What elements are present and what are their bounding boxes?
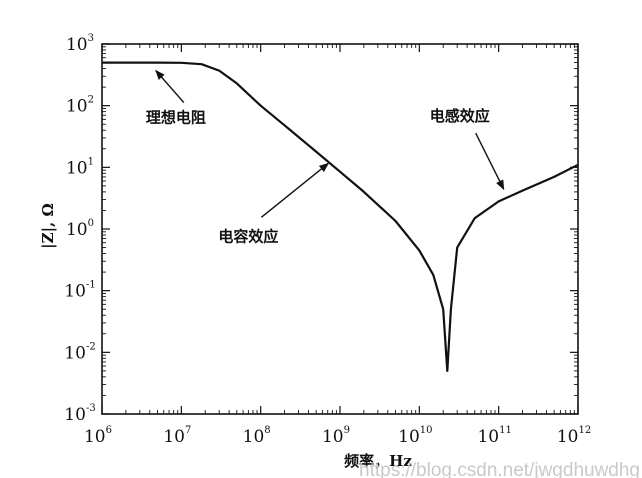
x-tick-label: 1010 [398,425,432,447]
impedance-curve [102,61,579,372]
y-tick-label-exp: -2 [86,341,96,352]
y-tick-label: 102 [66,95,94,117]
y-tick-label-exp: 0 [88,218,94,229]
axes [101,43,579,415]
x-tick-label-base: 10 [163,427,185,447]
x-tick-label-exp: 11 [499,425,512,436]
x-tick-label: 107 [163,425,191,447]
y-tick-label-exp: -1 [86,280,96,291]
x-tick-label-base: 10 [243,427,265,447]
x-axis-label: 频率，Hz [344,452,412,470]
x-tick-label-exp: 6 [106,425,112,436]
y-tick-label-base: 10 [64,343,86,363]
annotation-inductor: 电感效应 [430,107,490,125]
y-tick-label-base: 10 [66,97,88,117]
series-layer [102,61,579,372]
x-tick-label-exp: 10 [420,425,433,436]
y-tick-label-exp: 2 [88,95,94,106]
x-tick-label-base: 10 [557,427,579,447]
y-tick-label: 100 [66,218,94,240]
y-tick-label-base: 10 [66,158,88,178]
y-tick-label-base: 10 [66,35,88,55]
x-tick-label: 1011 [477,425,511,447]
x-tick-label: 109 [322,425,350,447]
y-tick-label: 101 [66,156,94,178]
x-tick-label-exp: 8 [264,425,270,436]
x-tick-label-base: 10 [84,427,106,447]
x-tick-label-base: 10 [322,427,344,447]
y-axis-label: |Z|, Ω [39,203,57,249]
x-tick-label: 106 [84,425,112,447]
y-tick-label-exp: 1 [88,156,94,167]
x-tick-label: 108 [243,425,271,447]
y-tick-label-exp: -3 [86,403,96,414]
annotation-arrow [260,162,330,218]
watermark: https://blog.csdn.net/jwgdhuwdhg [359,460,640,478]
x-tick-label-exp: 7 [185,425,191,436]
y-tick-label: 10-2 [64,341,95,363]
annotation-arrow [475,132,505,191]
y-tick-label: 10-3 [64,403,95,425]
annotation-capacitor: 电容效应 [218,227,278,245]
x-tick-label-base: 10 [477,427,499,447]
y-tick-label: 10-1 [64,280,95,302]
plot-frame [101,43,579,415]
annotation-resistor: 理想电阻 [146,109,206,127]
ticks: 106 107 108 109 1010 1011 101210310210110010-1… [64,33,591,447]
y-tick-label-base: 10 [64,282,86,302]
annotation-arrow [155,69,185,104]
y-tick-label-base: 10 [66,220,88,240]
x-tick-label-base: 10 [398,427,420,447]
y-tick-label-exp: 3 [88,33,94,44]
y-tick-label-base: 10 [64,405,86,425]
x-tick-label-exp: 9 [344,425,350,436]
x-tick-label-exp: 12 [578,425,591,436]
x-tick-label: 1012 [557,425,591,447]
y-tick-label: 103 [66,33,94,55]
